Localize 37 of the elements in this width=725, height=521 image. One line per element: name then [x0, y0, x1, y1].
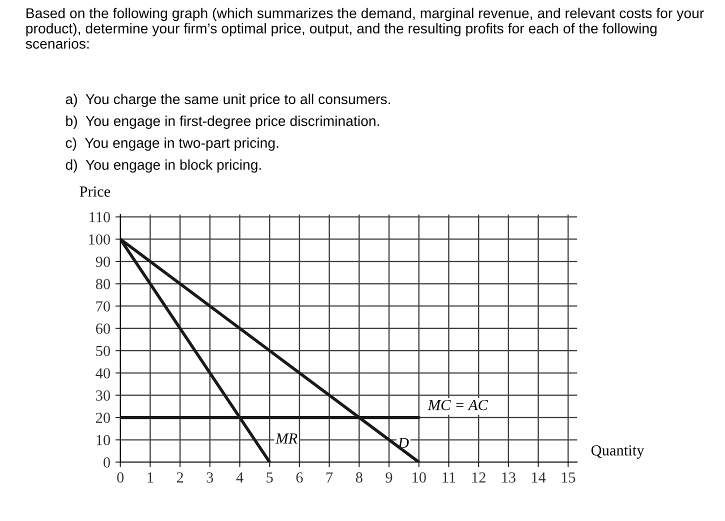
x-tick-label: 3: [206, 472, 214, 483]
y-tick-label: 80: [96, 278, 110, 290]
text: c) You engage in two-part pricing.: [66, 138, 278, 151]
x-tick-label: 8: [356, 472, 362, 483]
y-axis-title: Price: [80, 186, 110, 197]
y-tick-label: 40: [96, 368, 110, 378]
y-tick-label: 10: [96, 434, 110, 446]
x-tick-label: 6: [296, 472, 303, 483]
x-axis-title: Quantity: [591, 445, 644, 459]
series-label: MC = AC: [428, 400, 488, 410]
chart-title: Based on the following graph (which summarizes the demand, marginal revenue, and relevant costs for your product), determine your firm’s optimal price, output, and the resulting profits for each of the following scenarios:: [26, 8, 704, 49]
y-tick-label: 90: [96, 256, 110, 267]
y-tick-label: 60: [96, 324, 110, 334]
text: b) You engage in first-degree price discrimination.: [66, 116, 379, 129]
x-tick-label: 1: [148, 472, 154, 482]
text: a) You charge the same unit price to all consumers.: [66, 94, 390, 107]
text: d) You engage in block pricing.: [66, 159, 261, 173]
y-tick-label: 20: [96, 412, 110, 423]
x-tick-label: 7: [326, 472, 333, 482]
x-tick-label: 13: [502, 472, 516, 483]
x-tick-label: 2: [176, 472, 184, 482]
y-tick-label: 100: [89, 234, 110, 245]
y-tick-label: 50: [96, 346, 110, 356]
x-tick-label: 5: [266, 472, 273, 483]
x-tick-label: 15: [562, 472, 576, 483]
y-tick-label: 70: [96, 301, 110, 312]
x-tick-label: 4: [236, 472, 244, 482]
y-tick-label: 110: [90, 212, 110, 222]
x-tick-label: 9: [386, 472, 392, 483]
y-tick-label: 30: [96, 390, 110, 401]
x-tick-label: 12: [472, 472, 486, 482]
x-tick-label: 14: [532, 472, 546, 482]
series-label: MR: [275, 434, 298, 444]
x-tick-label: 0: [117, 472, 124, 483]
y-tick-label: 0: [104, 457, 110, 468]
x-tick-label: 11: [442, 472, 456, 482]
x-tick-label: 10: [412, 472, 426, 483]
